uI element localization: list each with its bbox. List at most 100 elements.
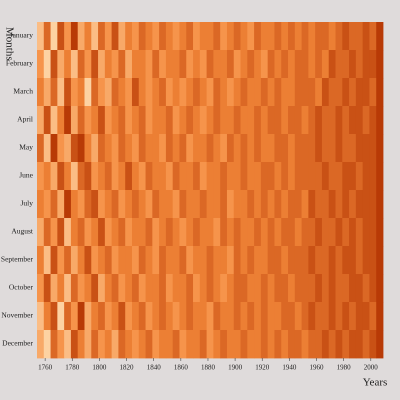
heat-cell [369, 134, 377, 163]
heat-cell [349, 246, 357, 275]
heat-cell [308, 162, 316, 191]
heat-cell [193, 50, 201, 79]
heat-cell [308, 78, 316, 107]
heat-cell [84, 134, 92, 163]
heat-cell [288, 246, 296, 275]
heat-cell [362, 302, 370, 331]
heat-cell [355, 134, 364, 163]
heat-cell [91, 274, 99, 303]
heat-cell [172, 50, 180, 79]
heat-cell [213, 218, 221, 247]
heat-cell [165, 330, 174, 359]
heat-cell [288, 22, 296, 51]
heat-cell [281, 218, 289, 247]
heat-cell [376, 106, 384, 135]
heat-cell [77, 106, 85, 135]
heat-cell [64, 302, 72, 331]
heat-cell [118, 246, 126, 275]
heat-cell [267, 246, 275, 275]
x-tick-label: 1900 [228, 364, 243, 372]
heat-cell [233, 50, 241, 79]
heat-cell [281, 190, 289, 219]
heat-cell [342, 246, 350, 275]
heat-cell [294, 78, 302, 107]
heat-cell [294, 134, 302, 163]
heat-cell [57, 218, 65, 247]
heat-cell [84, 50, 92, 79]
heat-cell [328, 218, 336, 247]
heat-cell [193, 106, 201, 135]
heat-cell [260, 302, 269, 331]
heat-cell [288, 106, 296, 135]
heat-cell [186, 106, 194, 135]
heat-cell [362, 330, 370, 359]
heat-cell [50, 106, 58, 135]
heat-cell [315, 302, 323, 331]
heat-cell [64, 78, 72, 107]
heat-cell [70, 330, 79, 359]
heat-cell [186, 162, 194, 191]
heat-cell [172, 162, 180, 191]
heat-cell [138, 50, 146, 79]
heat-cell [64, 162, 72, 191]
heat-cell [321, 190, 330, 219]
heat-cell [369, 190, 377, 219]
heat-cell [342, 22, 350, 51]
heat-cell [111, 190, 119, 219]
heat-cell [84, 302, 92, 331]
heat-cell [328, 22, 336, 51]
heat-cell [328, 134, 336, 163]
heat-cell [84, 190, 92, 219]
heat-cell [179, 218, 187, 247]
heat-cell [369, 246, 377, 275]
heat-cell [355, 218, 364, 247]
heat-cell [240, 218, 248, 247]
heat-cell [376, 302, 384, 331]
heat-cell [193, 218, 201, 247]
heat-cell [220, 78, 228, 107]
heat-cell [294, 246, 302, 275]
heat-cell [220, 218, 228, 247]
heat-cell [77, 50, 85, 79]
heat-cell [50, 190, 58, 219]
heat-cell [91, 162, 99, 191]
heat-cell [335, 50, 343, 79]
heat-cell [254, 78, 262, 107]
heat-cell [267, 50, 275, 79]
heat-cell [111, 330, 119, 359]
heat-cell [206, 22, 214, 51]
heat-cell [199, 274, 208, 303]
x-tick-label: 1960 [310, 364, 325, 372]
heat-cell [179, 162, 187, 191]
y-tick-label: June [19, 171, 33, 180]
heat-cell [104, 134, 113, 163]
heat-cell [111, 302, 119, 331]
y-axis-label: Months [3, 27, 15, 61]
heat-cell [138, 302, 146, 331]
heat-cell [376, 246, 384, 275]
heat-cell [342, 162, 350, 191]
heat-cell [254, 274, 262, 303]
heat-cell [321, 50, 330, 79]
heat-cell [84, 106, 92, 135]
heat-cell [43, 22, 51, 51]
heat-cell [37, 330, 45, 359]
heat-cell [355, 162, 364, 191]
heat-cell [376, 330, 384, 359]
heat-cell [267, 162, 275, 191]
heat-cell [50, 246, 58, 275]
x-tick-label: 1780 [65, 364, 80, 372]
heat-cell [77, 330, 85, 359]
heat-cell [111, 134, 119, 163]
heat-cell [118, 274, 126, 303]
heat-cell [145, 218, 153, 247]
heat-cell [118, 162, 126, 191]
heat-cell [77, 134, 85, 163]
heat-cell [199, 106, 208, 135]
heat-cell [226, 190, 235, 219]
heat-cell [145, 106, 153, 135]
x-tick-label: 1820 [120, 364, 135, 372]
heat-cell [186, 134, 194, 163]
heat-cell [98, 50, 106, 79]
